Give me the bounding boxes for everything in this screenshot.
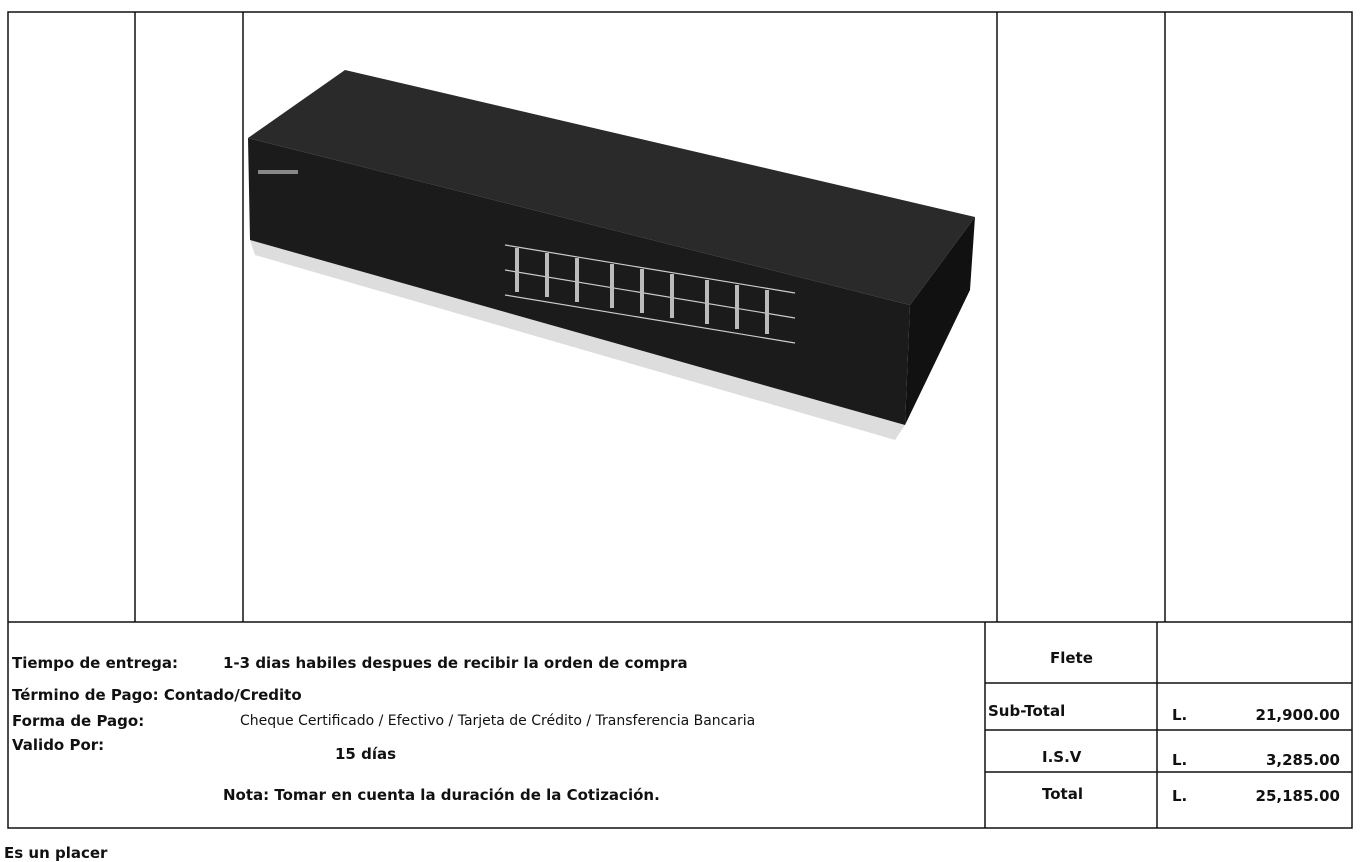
freight-label: Flete [1050, 649, 1093, 667]
total-label: Total [1042, 785, 1083, 803]
currency: L. [1172, 706, 1188, 724]
product-image [248, 70, 975, 440]
delivery-value: 1-3 dias habiles despues de recibir la o… [223, 654, 688, 672]
total-label: Sub-Total [988, 702, 1066, 720]
footer-text: Es un placer [4, 844, 108, 862]
payment-form-label: Forma de Pago: [12, 712, 145, 730]
delivery-label: Tiempo de entrega: [12, 654, 179, 672]
payment-form-value: Cheque Certificado / Efectivo / Tarjeta … [240, 713, 756, 729]
payment-term: Término de Pago: Contado/Credito [12, 686, 302, 704]
total-label: I.S.V [1042, 748, 1082, 766]
currency: L. [1172, 751, 1188, 769]
valid-label: Valido Por: [12, 736, 105, 754]
amount: 25,185.00 [1255, 787, 1340, 805]
currency: L. [1172, 787, 1188, 805]
note: Nota: Tomar en cuenta la duración de la … [223, 786, 660, 804]
amount: 21,900.00 [1255, 706, 1340, 724]
valid-value: 15 días [335, 745, 397, 763]
amount: 3,285.00 [1265, 751, 1340, 769]
